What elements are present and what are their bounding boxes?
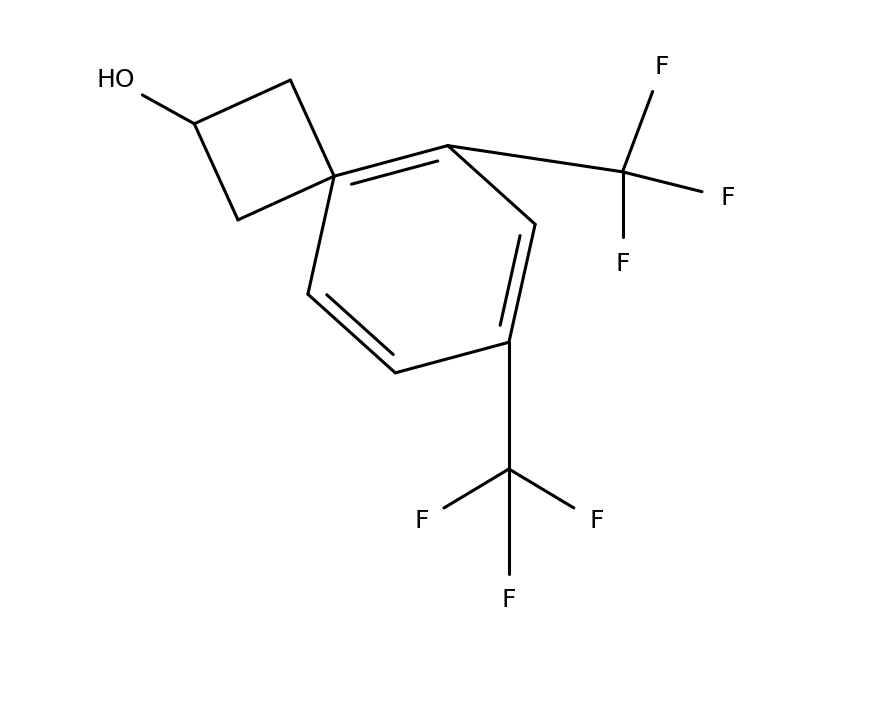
- Text: F: F: [654, 55, 668, 79]
- Text: F: F: [615, 251, 629, 276]
- Text: F: F: [719, 186, 734, 210]
- Text: F: F: [414, 510, 428, 534]
- Text: F: F: [501, 588, 516, 612]
- Text: HO: HO: [96, 68, 135, 92]
- Text: F: F: [588, 510, 602, 534]
